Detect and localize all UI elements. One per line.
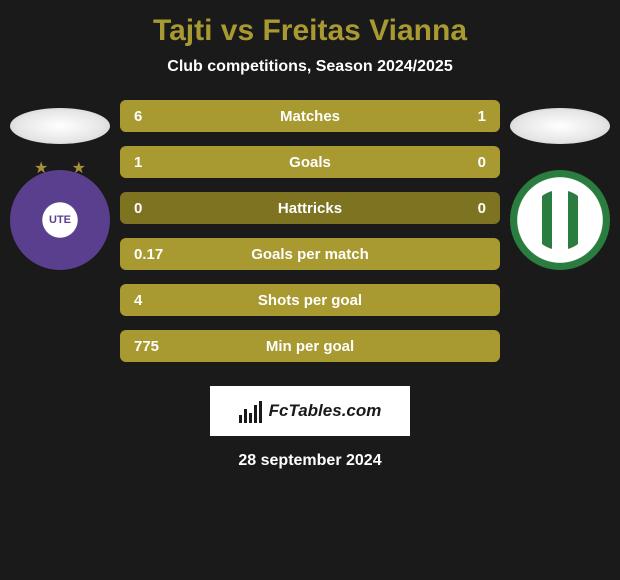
date-line: 28 september 2024 [238, 452, 381, 470]
stat-label: Matches [280, 108, 340, 125]
stat-row: 0.17 Goals per match [120, 238, 500, 270]
stat-right-value: 1 [478, 108, 486, 125]
stat-left-value: 1 [134, 154, 142, 171]
left-club-abbrev: UTE [43, 203, 77, 237]
brand-text: FcTables.com [269, 401, 382, 421]
stat-label: Shots per goal [258, 292, 362, 309]
comparison-card: Tajti vs Freitas Vianna Club competition… [0, 0, 620, 480]
stats-column: 6 Matches 1 1 Goals 0 0 Hattricks 0 0.17 Goals per… [120, 100, 500, 362]
brand-chart-icon [239, 399, 263, 423]
stat-left-value: 0 [134, 200, 142, 217]
left-club-badge-ring: UTE [19, 179, 101, 261]
right-club-badge-inner [530, 190, 590, 250]
brand-box[interactable]: FcTables.com [210, 386, 410, 436]
comparison-area: ★ ★ UTE 6 Matches 1 1 Goals 0 0 Hattricks 0 0.17 G… [0, 100, 620, 362]
star-icon: ★ [34, 158, 48, 178]
stat-row: 775 Min per goal [120, 330, 500, 362]
star-icon: ★ [72, 158, 86, 178]
stat-row: 4 Shots per goal [120, 284, 500, 316]
left-player-col: ★ ★ UTE [0, 100, 120, 270]
stat-row: 0 Hattricks 0 [120, 192, 500, 224]
stat-label: Hattricks [278, 200, 342, 217]
page-title: Tajti vs Freitas Vianna [153, 14, 467, 48]
stat-right-value: 0 [478, 154, 486, 171]
stat-row: 1 Goals 0 [120, 146, 500, 178]
stat-label: Goals per match [251, 246, 369, 263]
stat-fill-right [447, 100, 500, 132]
stat-left-value: 775 [134, 338, 159, 355]
stat-right-value: 0 [478, 200, 486, 217]
stat-label: Goals [289, 154, 331, 171]
left-player-silhouette [10, 108, 110, 144]
stat-left-value: 6 [134, 108, 142, 125]
stat-left-value: 4 [134, 292, 142, 309]
right-player-silhouette [510, 108, 610, 144]
stat-row: 6 Matches 1 [120, 100, 500, 132]
stat-label: Min per goal [266, 338, 354, 355]
left-club-badge: ★ ★ UTE [10, 170, 110, 270]
page-subtitle: Club competitions, Season 2024/2025 [167, 58, 452, 76]
right-player-col [500, 100, 620, 270]
right-club-badge [510, 170, 610, 270]
stat-left-value: 0.17 [134, 246, 163, 263]
